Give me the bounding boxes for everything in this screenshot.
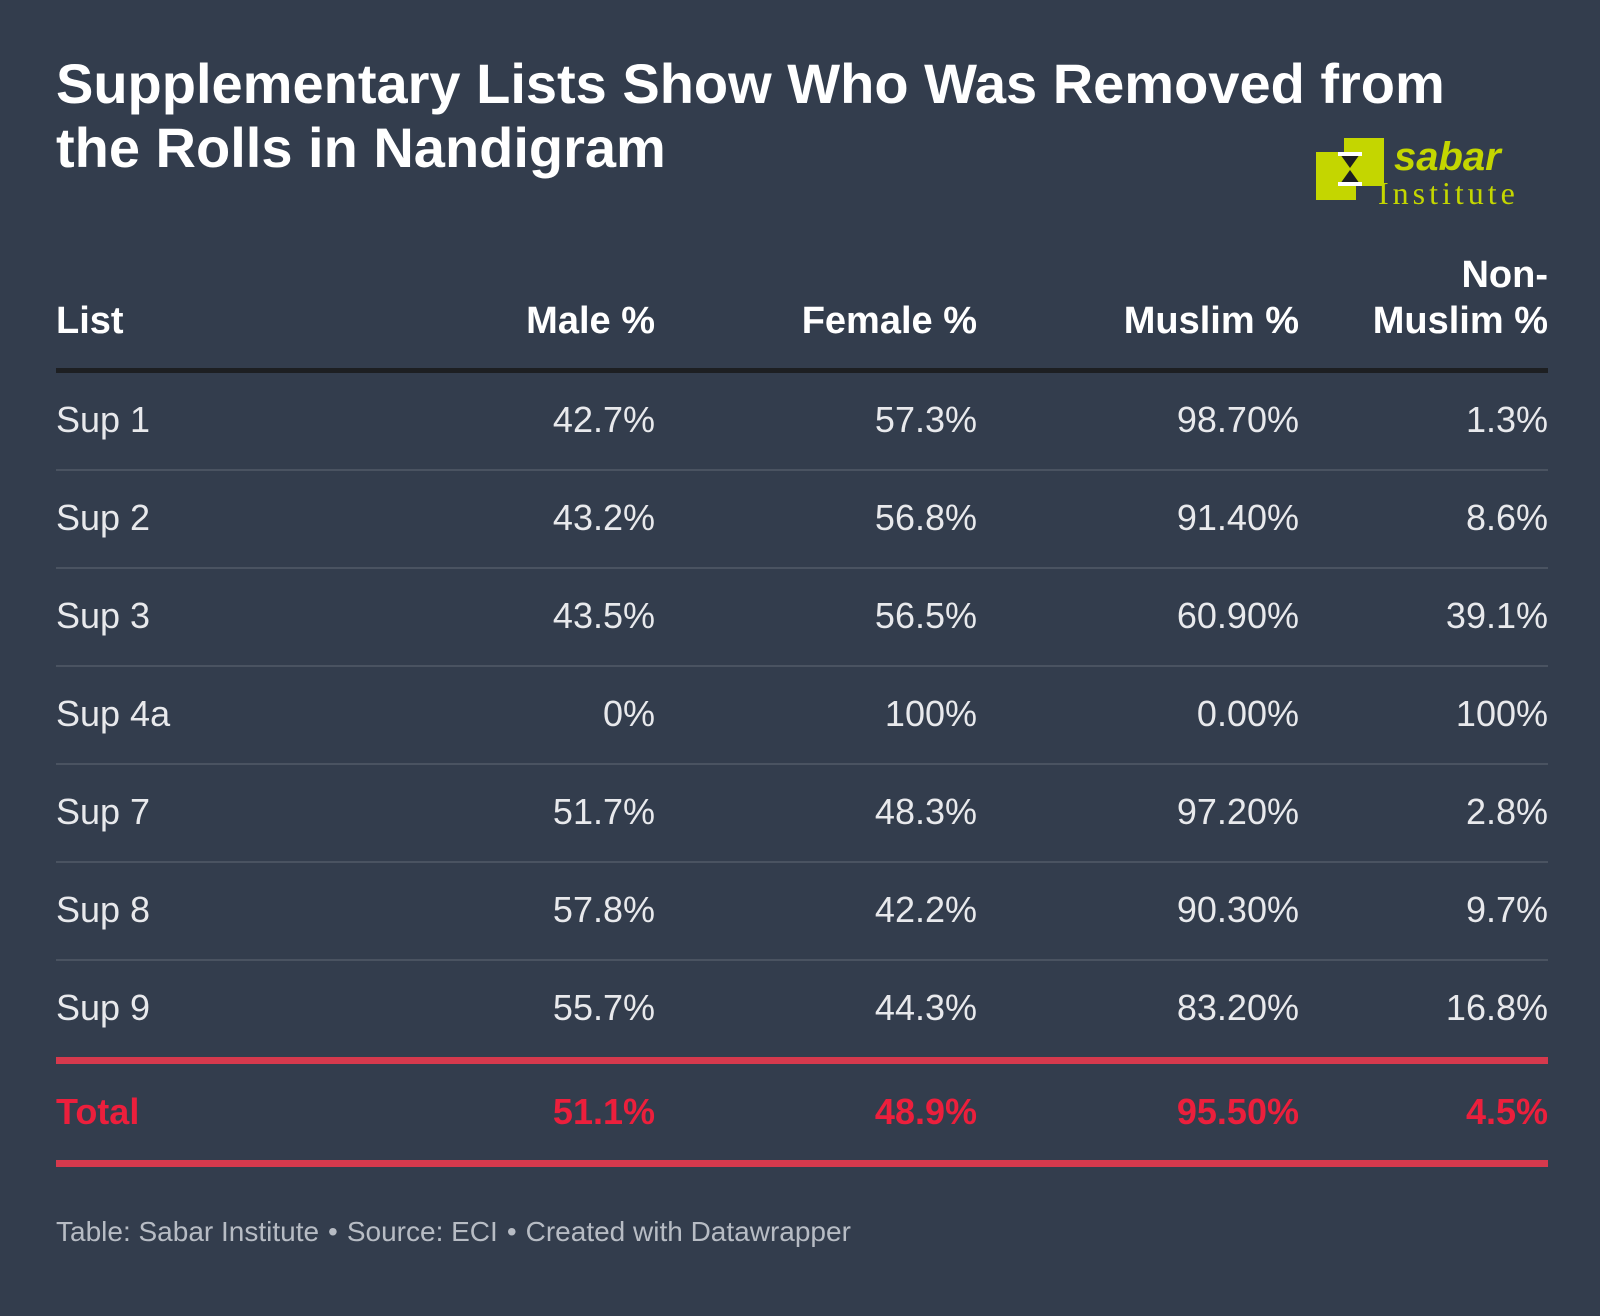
- cell-non-muslim: 100%: [1455, 693, 1548, 734]
- column-header-muslim: Muslim %: [1123, 300, 1299, 342]
- table-row: Sup 3 43.5% 56.5% 60.90% 39.1%: [56, 569, 1548, 667]
- cell-female: 48.3%: [874, 791, 977, 832]
- logo-text-institute: Institute: [1378, 175, 1519, 210]
- cell-list: Sup 2: [56, 497, 151, 538]
- cell-muslim: 0.00%: [1196, 693, 1299, 734]
- sabar-institute-logo: sabar Institute: [1314, 134, 1558, 210]
- cell-male: 0%: [602, 693, 655, 734]
- cell-muslim: 91.40%: [1176, 497, 1299, 538]
- total-cell-male: 51.1%: [552, 1091, 655, 1132]
- cell-list: Sup 8: [56, 889, 151, 930]
- cell-female: 57.3%: [874, 399, 977, 440]
- cell-muslim: 83.20%: [1176, 987, 1299, 1028]
- cell-non-muslim: 2.8%: [1465, 791, 1548, 832]
- table-row: Sup 2 43.2% 56.8% 91.40% 8.6%: [56, 471, 1548, 569]
- column-header-list: List: [56, 300, 124, 342]
- cell-female: 44.3%: [874, 987, 977, 1028]
- cell-muslim: 90.30%: [1176, 889, 1299, 930]
- chart-title: Supplementary Lists Show Who Was Removed…: [56, 52, 1445, 179]
- cell-female: 42.2%: [874, 889, 977, 930]
- footer-separator: •: [506, 1216, 517, 1247]
- cell-non-muslim: 39.1%: [1445, 595, 1548, 636]
- cell-male: 42.7%: [552, 399, 655, 440]
- data-table: List Male % Female % Muslim % Non- Muslim % S…: [56, 254, 1548, 1167]
- cell-muslim: 98.70%: [1176, 399, 1299, 440]
- cell-male: 55.7%: [552, 987, 655, 1028]
- total-cell-non-muslim: 4.5%: [1465, 1091, 1548, 1132]
- cell-male: 43.2%: [552, 497, 655, 538]
- table-body: Sup 1 42.7% 57.3% 98.70% 1.3% Sup 2 43.2% 56.8%…: [56, 373, 1548, 1057]
- total-row: Total 51.1% 48.9% 95.50% 4.5%: [56, 1057, 1548, 1167]
- cell-male: 57.8%: [552, 889, 655, 930]
- footer-table-credit: Table: Sabar Institute: [56, 1216, 320, 1247]
- footer-separator: •: [328, 1216, 338, 1247]
- column-header-non-muslim: Non- Muslim %: [1372, 254, 1548, 342]
- total-cell-female: 48.9%: [874, 1091, 977, 1132]
- footer-source: Source: ECI: [346, 1216, 498, 1247]
- cell-non-muslim: 1.3%: [1465, 399, 1548, 440]
- footer-created-with: Created with Datawrapper: [525, 1216, 851, 1247]
- column-header-male: Male %: [526, 300, 655, 342]
- column-header-female: Female %: [801, 300, 977, 342]
- table-row: Sup 4a 0% 100% 0.00% 100%: [56, 667, 1548, 765]
- cell-list: Sup 9: [56, 987, 151, 1028]
- cell-list: Sup 3: [56, 595, 151, 636]
- table-header: List Male % Female % Muslim % Non- Muslim %: [56, 254, 1548, 373]
- cell-female: 100%: [884, 693, 977, 734]
- cell-non-muslim: 8.6%: [1465, 497, 1548, 538]
- cell-male: 51.7%: [552, 791, 655, 832]
- total-cell-list: Total: [56, 1091, 140, 1132]
- table-row: Sup 8 57.8% 42.2% 90.30% 9.7%: [56, 863, 1548, 961]
- cell-male: 43.5%: [552, 595, 655, 636]
- cell-female: 56.8%: [874, 497, 977, 538]
- logo-text-sabar: sabar: [1394, 135, 1503, 179]
- cell-list: Sup 7: [56, 791, 151, 832]
- logo-mark-icon: sabar Institute: [1316, 135, 1519, 210]
- table-row: Sup 7 51.7% 48.3% 97.20% 2.8%: [56, 765, 1548, 863]
- cell-muslim: 97.20%: [1176, 791, 1299, 832]
- footer-credits: Table: Sabar Institute • Source: ECI • Creat…: [56, 1216, 851, 1248]
- cell-non-muslim: 16.8%: [1445, 987, 1548, 1028]
- cell-list: Sup 1: [56, 399, 151, 440]
- cell-non-muslim: 9.7%: [1465, 889, 1548, 930]
- table-row: Sup 1 42.7% 57.3% 98.70% 1.3%: [56, 373, 1548, 471]
- table-row: Sup 9 55.7% 44.3% 83.20% 16.8%: [56, 961, 1548, 1057]
- cell-muslim: 60.90%: [1176, 595, 1299, 636]
- total-cell-muslim: 95.50%: [1176, 1091, 1299, 1132]
- cell-female: 56.5%: [874, 595, 977, 636]
- cell-list: Sup 4a: [56, 693, 171, 734]
